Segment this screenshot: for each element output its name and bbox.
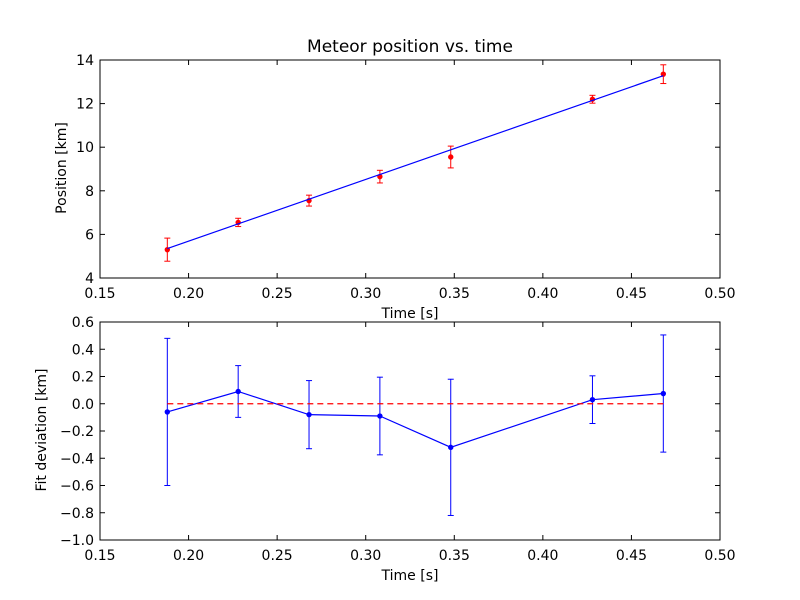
position-chart: Meteor position vs. time Time [s] Positi… [54, 37, 736, 322]
plot-frame [99, 59, 721, 279]
y-tick-label: 14 [76, 53, 94, 69]
y-tick-label: −0.8 [60, 506, 94, 522]
fit-line [167, 75, 664, 250]
y-tick-label: −0.6 [60, 479, 94, 495]
x-tick-label: 0.15 [84, 286, 115, 302]
y-tick-label: 0.4 [72, 342, 94, 358]
plot-area: 0.15 0.20 0.25 0.30 0.35 0.40 0.45 0.50 4 6 8 10 12 1… [76, 53, 735, 302]
x-tick-label: 0.20 [173, 286, 204, 302]
data-point [660, 390, 667, 397]
y-axis-label: Position [km] [54, 122, 70, 214]
y-tick-label: 8 [85, 184, 94, 200]
x-tick-label: 0.15 [84, 548, 115, 564]
x-tick-label: 0.20 [173, 548, 204, 564]
x-tick-label: 0.25 [262, 548, 293, 564]
chart-title: Meteor position vs. time [307, 37, 513, 57]
y-axis-label: Fit deviation [km] [34, 368, 50, 491]
y-tick-label: −0.2 [60, 424, 94, 440]
x-tick-label: 0.50 [704, 286, 735, 302]
deviation-chart: Time [s] Fit deviation [km] 0.15 0.20 0.25… [34, 315, 736, 584]
x-axis-label: Time [s] [381, 568, 439, 584]
x-tick-label: 0.40 [527, 286, 558, 302]
x-tick-label: 0.50 [704, 548, 735, 564]
y-tick-label: −0.4 [60, 451, 94, 467]
plot-area: 0.15 0.20 0.25 0.30 0.35 0.40 0.45 0.50 −1.0 −0.8… [60, 315, 736, 564]
data-point [448, 444, 454, 451]
x-tick-label: 0.35 [439, 286, 470, 302]
x-tick-label: 0.45 [616, 286, 647, 302]
x-tick-label: 0.45 [616, 548, 647, 564]
y-tick-label: 0.2 [72, 370, 94, 386]
data-point [448, 154, 454, 160]
y-tick-label: 6 [85, 227, 94, 243]
y-tick-label: 4 [85, 271, 94, 287]
y-tick-label: 12 [76, 97, 94, 113]
x-axis-label: Time [s] [381, 306, 439, 322]
y-tick-label: 0.0 [72, 397, 94, 413]
data-point [164, 409, 171, 415]
x-tick-label: 0.35 [439, 548, 470, 564]
data-point [377, 413, 383, 419]
data-point [235, 388, 241, 395]
x-tick-label: 0.25 [262, 286, 293, 302]
x-tick-label: 0.40 [527, 548, 558, 564]
y-tick-label: 10 [76, 140, 94, 156]
x-tick-label: 0.30 [350, 286, 381, 302]
x-tick-label: 0.30 [350, 548, 381, 564]
y-tick-label: −1.0 [60, 533, 94, 549]
data-point [660, 71, 667, 77]
plot-frame [99, 321, 721, 541]
y-tick-label: 0.6 [72, 315, 94, 331]
data-point [306, 411, 312, 418]
data-point [589, 396, 596, 403]
